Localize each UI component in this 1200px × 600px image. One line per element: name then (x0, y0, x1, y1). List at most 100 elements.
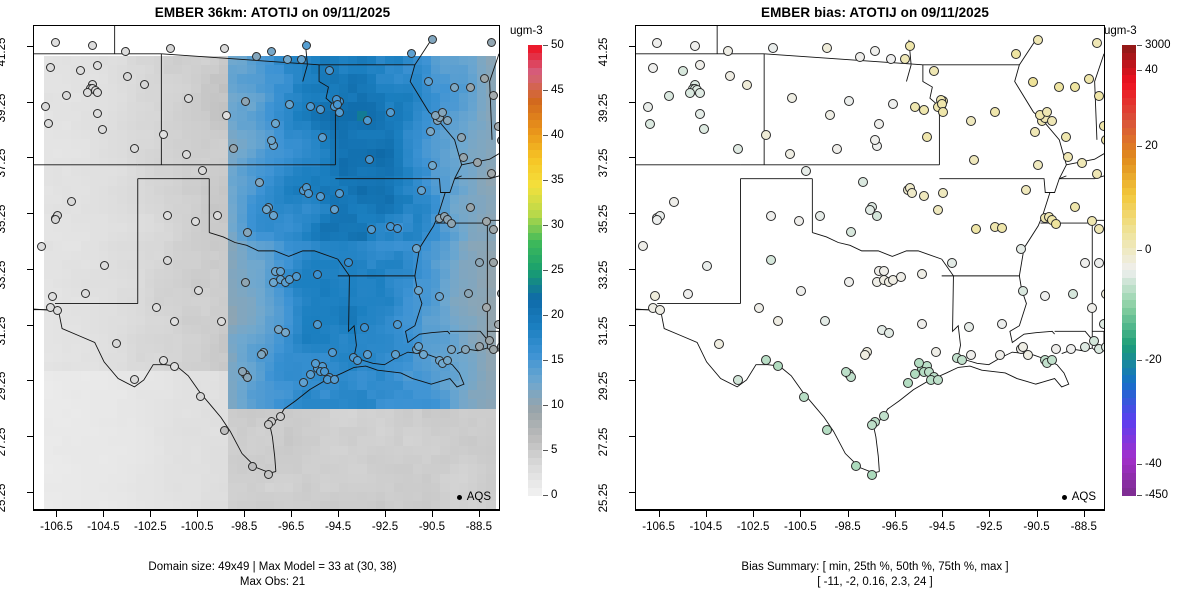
raster-cell (172, 55, 183, 66)
raster-cell (218, 399, 229, 410)
raster-cell (366, 194, 377, 205)
raster-cell (145, 501, 156, 509)
raster-cell (108, 64, 119, 75)
raster-cell (301, 129, 312, 140)
raster-cell (52, 492, 63, 503)
raster-cell (348, 362, 359, 373)
raster-cell (421, 427, 432, 438)
raster-cell (357, 241, 368, 252)
raster-cell (191, 464, 202, 475)
raster-cell (375, 92, 386, 103)
raster-cell (99, 492, 109, 503)
raster-cell (329, 167, 340, 178)
aqs-station-marker (1051, 218, 1062, 229)
aqs-station-marker (1091, 168, 1102, 179)
raster-cell (265, 371, 275, 382)
raster-cell (172, 278, 183, 289)
raster-cell (200, 399, 211, 410)
raster-cell (154, 185, 165, 196)
raster-cell (89, 315, 100, 326)
raster-cell (117, 315, 128, 326)
aqs-station-marker (240, 96, 250, 106)
raster-cell (99, 250, 109, 261)
raster-cell (135, 55, 146, 66)
raster-cell (80, 380, 91, 391)
raster-cell (357, 380, 368, 391)
raster-cell (458, 427, 469, 438)
raster-cell (440, 92, 451, 103)
raster-cell (449, 501, 460, 509)
raster-cell (421, 139, 432, 150)
raster-cell (292, 389, 303, 400)
x-tick (150, 511, 152, 517)
raster-cell (265, 445, 275, 456)
raster-cell (80, 343, 91, 354)
colorbar-segment (528, 157, 542, 166)
raster-cell (385, 473, 395, 484)
raster-cell (477, 482, 488, 493)
raster-cell (486, 194, 497, 205)
raster-cell (209, 204, 220, 215)
raster-cell (338, 297, 349, 308)
raster-cell (182, 287, 192, 298)
raster-cell (154, 371, 165, 382)
raster-cell (421, 445, 432, 456)
raster-cell (449, 492, 460, 503)
y-tick-label: 27.25 (0, 427, 8, 457)
raster-cell (191, 473, 202, 484)
raster-cell (329, 436, 340, 447)
raster-cell (117, 185, 128, 196)
aqs-station-marker (1093, 224, 1104, 235)
raster-cell (228, 352, 239, 363)
raster-cell (338, 287, 349, 298)
raster-cell (117, 222, 128, 233)
colorbar-segment (528, 247, 542, 256)
raster-cell (246, 139, 257, 150)
raster-cell (126, 454, 137, 465)
raster-cell (311, 232, 322, 243)
raster-cell (182, 55, 192, 66)
raster-cell (145, 259, 156, 270)
raster-cell (62, 269, 73, 280)
raster-cell (80, 222, 91, 233)
raster-cell (145, 204, 156, 215)
raster-cell (431, 74, 442, 85)
raster-cell (449, 111, 460, 122)
raster-cell (311, 167, 322, 178)
raster-cell (292, 297, 303, 308)
caption-bias-line2: [ -11, -2, 0.16, 2.3, 24 ] (817, 576, 933, 588)
raster-cell (228, 148, 239, 159)
raster-cell (99, 269, 109, 280)
raster-cell (255, 380, 266, 391)
colorbar-segment (1122, 427, 1136, 436)
raster-cell (117, 399, 128, 410)
raster-cell (200, 55, 211, 66)
raster-cell (403, 352, 414, 363)
raster-cell (145, 232, 156, 243)
raster-cell (163, 436, 174, 447)
colorbar-segment (1122, 157, 1136, 166)
raster-cell (394, 473, 405, 484)
raster-cell (52, 362, 63, 373)
aqs-station-marker (997, 223, 1008, 234)
aqs-station-marker (1063, 152, 1074, 162)
raster-cell (477, 436, 488, 447)
aqs-station-marker (43, 119, 53, 129)
raster-cell (126, 324, 137, 335)
raster-cell (43, 399, 54, 410)
raster-cell (108, 157, 119, 168)
raster-cell (265, 129, 275, 140)
raster-cell (403, 148, 414, 159)
raster-cell (99, 83, 109, 94)
colorbar-segment (1122, 225, 1136, 234)
raster-cell (440, 157, 451, 168)
raster-cell (431, 436, 442, 447)
raster-cell (52, 148, 63, 159)
raster-cell (477, 250, 488, 261)
aqs-station-marker (325, 66, 335, 76)
raster-cell (43, 55, 54, 66)
colorbar-segment (1122, 75, 1136, 84)
raster-cell (357, 222, 368, 233)
raster-cell (182, 482, 192, 493)
raster-cell (348, 427, 359, 438)
